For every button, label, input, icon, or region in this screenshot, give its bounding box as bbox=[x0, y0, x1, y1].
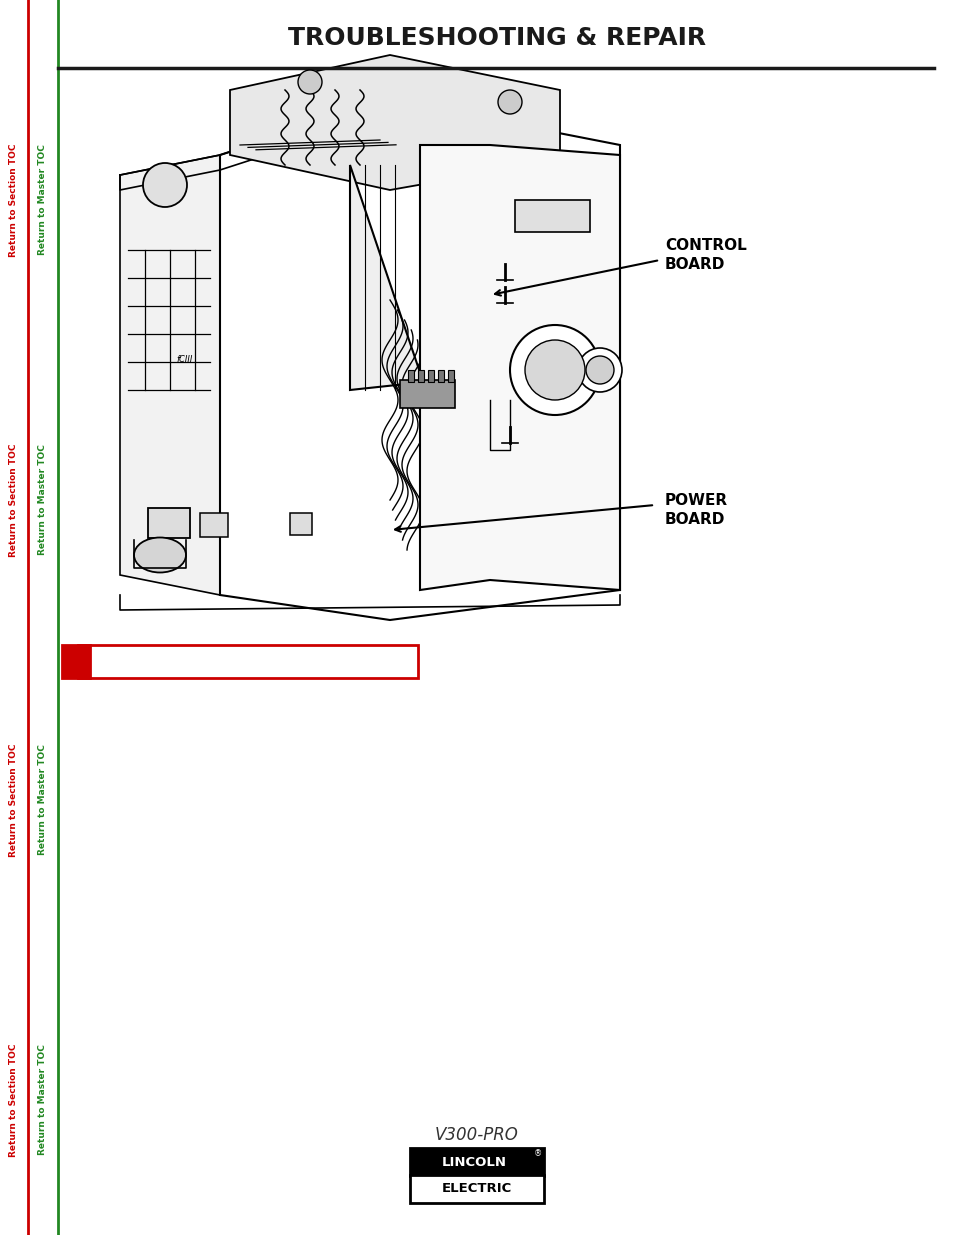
Text: Return to Section TOC: Return to Section TOC bbox=[10, 743, 18, 857]
Text: Return to Master TOC: Return to Master TOC bbox=[38, 745, 48, 856]
Polygon shape bbox=[419, 144, 619, 590]
Text: Return to Section TOC: Return to Section TOC bbox=[10, 443, 18, 557]
Circle shape bbox=[578, 348, 621, 391]
Text: ELECTRIC: ELECTRIC bbox=[441, 1182, 512, 1195]
Text: Return to Master TOC: Return to Master TOC bbox=[38, 445, 48, 556]
Circle shape bbox=[524, 340, 584, 400]
Bar bbox=[448, 370, 454, 382]
Polygon shape bbox=[230, 56, 559, 190]
Circle shape bbox=[143, 163, 187, 207]
Polygon shape bbox=[350, 165, 490, 580]
Text: TROUBLESHOOTING & REPAIR: TROUBLESHOOTING & REPAIR bbox=[288, 26, 705, 49]
Ellipse shape bbox=[133, 537, 186, 573]
Text: LINCOLN: LINCOLN bbox=[441, 1156, 506, 1168]
Bar bbox=[62, 645, 90, 678]
Circle shape bbox=[297, 70, 322, 94]
Bar bbox=[410, 1174, 543, 1203]
Circle shape bbox=[585, 356, 614, 384]
Bar bbox=[410, 1149, 543, 1176]
Text: Return to Master TOC: Return to Master TOC bbox=[38, 1045, 48, 1156]
Bar bbox=[78, 645, 417, 678]
Text: Return to Section TOC: Return to Section TOC bbox=[10, 1044, 18, 1157]
Text: fCIII: fCIII bbox=[176, 356, 193, 364]
Circle shape bbox=[510, 325, 599, 415]
Bar bbox=[290, 513, 312, 535]
Text: POWER
BOARD: POWER BOARD bbox=[664, 493, 727, 527]
Text: Return to Master TOC: Return to Master TOC bbox=[38, 144, 48, 256]
Bar bbox=[399, 380, 455, 408]
Text: CONTROL
BOARD: CONTROL BOARD bbox=[664, 238, 746, 272]
Text: Return to Section TOC: Return to Section TOC bbox=[10, 143, 18, 257]
Bar bbox=[515, 200, 589, 232]
Text: ®: ® bbox=[534, 1150, 541, 1158]
Bar bbox=[148, 508, 190, 538]
Bar bbox=[428, 370, 434, 382]
Bar bbox=[408, 370, 414, 382]
Bar bbox=[437, 370, 443, 382]
Polygon shape bbox=[120, 156, 220, 595]
Circle shape bbox=[497, 90, 521, 114]
Bar bbox=[0, 0, 28, 1235]
Bar bbox=[200, 513, 228, 537]
Bar bbox=[417, 370, 423, 382]
Text: V300-PRO: V300-PRO bbox=[435, 1126, 518, 1144]
